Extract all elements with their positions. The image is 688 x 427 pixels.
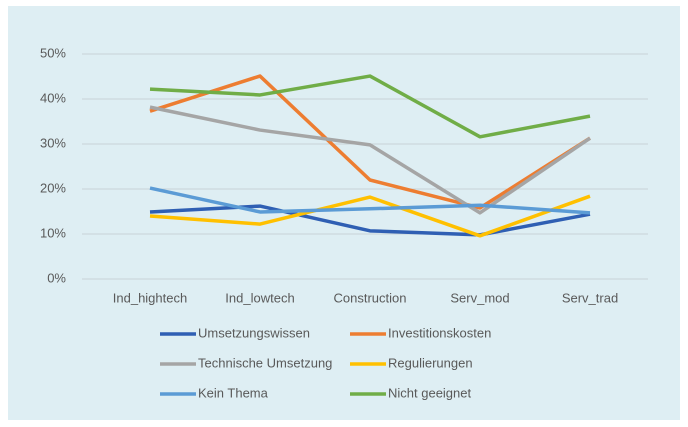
y-tick-label: 40%	[40, 90, 66, 105]
series-line	[149, 74, 591, 139]
legend-label: Nicht geeignet	[388, 385, 471, 400]
series-line	[149, 74, 591, 210]
series-line	[149, 105, 591, 215]
legend-label: Investitionskosten	[388, 325, 491, 340]
y-tick-label: 30%	[40, 135, 66, 150]
x-tick-label: Serv_trad	[562, 290, 618, 305]
legend-label: Technische Umsetzung	[198, 355, 332, 370]
y-tick-label: 20%	[40, 180, 66, 195]
x-tick-label: Ind_lowtech	[225, 290, 294, 305]
x-tick-label: Serv_mod	[450, 290, 509, 305]
legend-label: Kein Thema	[198, 385, 269, 400]
legend-label: Umsetzungswissen	[198, 325, 310, 340]
series-line	[149, 204, 591, 237]
y-tick-label: 10%	[40, 225, 66, 240]
series-line	[149, 186, 591, 215]
x-tick-label: Ind_hightech	[113, 290, 187, 305]
x-tick-label: Construction	[334, 290, 407, 305]
legend-label: Regulierungen	[388, 355, 473, 370]
y-tick-label: 50%	[40, 45, 66, 60]
series-line	[149, 194, 591, 238]
y-tick-label: 0%	[47, 270, 66, 285]
